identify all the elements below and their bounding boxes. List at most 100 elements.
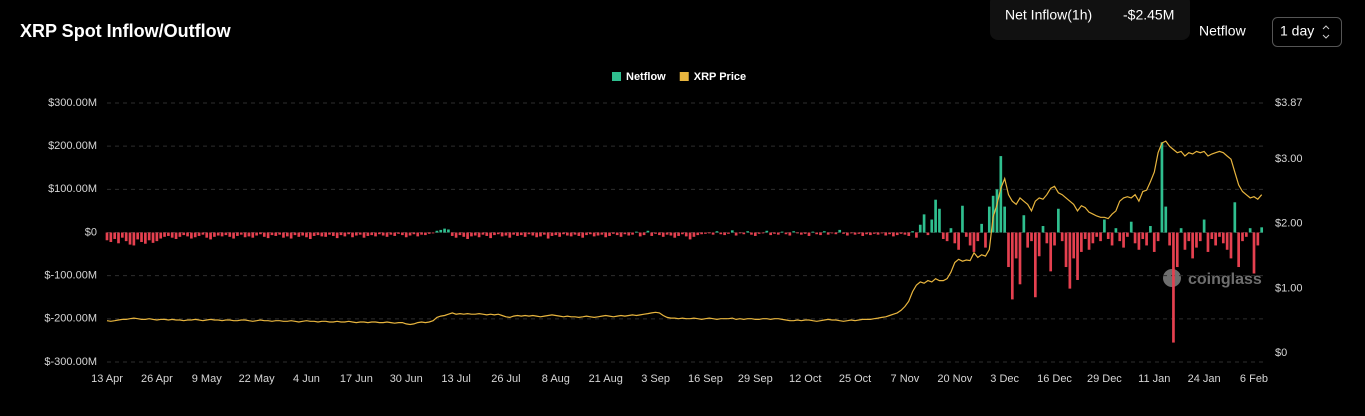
bar [508, 232, 512, 238]
bar [558, 232, 562, 237]
bar [128, 232, 132, 245]
bar [1149, 226, 1152, 233]
bar [842, 232, 845, 234]
x-tick-label: 6 Feb [1240, 373, 1268, 385]
interval-select[interactable] [1272, 17, 1342, 47]
bar [450, 232, 454, 236]
bar [773, 232, 776, 234]
bar [431, 232, 435, 234]
bar [707, 232, 711, 234]
bar [941, 232, 945, 239]
bar [293, 232, 297, 236]
bar [1241, 232, 1244, 242]
bar [903, 232, 907, 235]
bar [136, 232, 140, 240]
metric-label[interactable]: Netflow [1199, 23, 1247, 39]
bar [984, 232, 987, 248]
bar [838, 229, 842, 233]
bar [834, 232, 838, 235]
x-tick-label: 26 Jul [491, 373, 520, 385]
bar [331, 232, 335, 236]
bar [565, 232, 569, 236]
bar [604, 232, 608, 238]
bar [769, 232, 772, 236]
bar [765, 230, 769, 233]
bar [500, 232, 504, 237]
bar [355, 232, 358, 236]
bar [378, 232, 381, 235]
bar [704, 232, 707, 234]
bar [681, 232, 684, 235]
bar [627, 232, 631, 236]
bar [830, 232, 834, 234]
tooltip-box [990, 0, 1190, 40]
bar [523, 232, 527, 237]
bar [972, 232, 976, 252]
bar [1045, 232, 1049, 244]
bar [719, 232, 723, 235]
bar [412, 232, 416, 235]
x-tick-label: 16 Dec [1037, 373, 1072, 385]
bar [753, 232, 757, 236]
bar [443, 228, 446, 233]
bar [366, 232, 370, 236]
bar [224, 232, 228, 236]
y-tick-label: $100.00M [48, 183, 97, 195]
bar [320, 232, 324, 237]
bar [1160, 142, 1164, 233]
bar [684, 232, 688, 237]
bar [485, 232, 489, 236]
y2-tick-label: $3.00 [1275, 153, 1303, 165]
bar [546, 232, 550, 239]
bar [1195, 232, 1198, 248]
bar [577, 232, 581, 236]
bar [631, 232, 634, 235]
bar [922, 214, 926, 233]
bar [1018, 232, 1022, 285]
bar [727, 232, 730, 234]
x-tick-label: 16 Sep [688, 373, 723, 385]
tooltip-label: Net Inflow(1h) [1005, 7, 1092, 23]
bar [799, 232, 803, 235]
y-tick-label: $0 [85, 226, 97, 238]
bar [635, 231, 638, 233]
bar [1026, 232, 1030, 248]
bar [285, 232, 289, 237]
bar [247, 232, 251, 237]
bar [1210, 232, 1214, 239]
bar [1114, 228, 1118, 233]
bar [880, 232, 884, 234]
bar [201, 232, 205, 235]
bar [642, 232, 646, 236]
bar [182, 232, 186, 236]
bar [1103, 219, 1106, 233]
bar [220, 232, 224, 237]
bar [324, 232, 328, 237]
bar [1041, 226, 1045, 233]
bar [542, 232, 546, 235]
bar [918, 224, 922, 233]
bar [424, 232, 427, 236]
chart-title: XRP Spot Inflow/Outflow [20, 21, 232, 41]
bar [535, 232, 538, 238]
x-tick-label: 9 May [192, 373, 222, 385]
bar [489, 232, 492, 239]
bar [761, 232, 765, 234]
bar [339, 232, 343, 236]
bar [259, 232, 262, 235]
legend-swatch [612, 72, 621, 81]
bar [1106, 232, 1110, 239]
bar [677, 232, 680, 236]
bar [155, 232, 159, 242]
bar [776, 232, 780, 235]
interval-value[interactable]: 1 day [1280, 23, 1314, 39]
bar [362, 232, 366, 238]
bar [596, 232, 600, 236]
bar [987, 206, 991, 233]
bar [1007, 232, 1010, 268]
bar [466, 232, 469, 239]
bar [147, 232, 151, 241]
bar [393, 232, 397, 236]
bar [1087, 232, 1091, 250]
